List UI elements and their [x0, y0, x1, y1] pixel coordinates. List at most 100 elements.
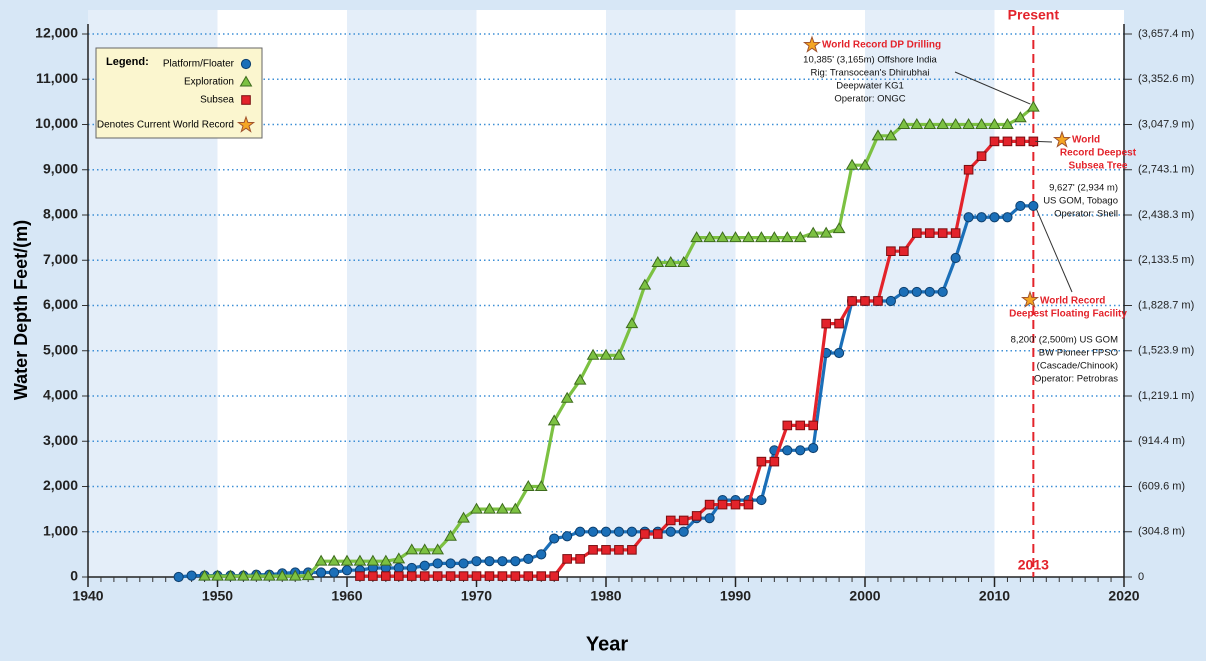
legend-label: Subsea	[200, 95, 234, 106]
marker	[638, 278, 652, 290]
annotation-text: Deepwater KG1	[836, 81, 904, 92]
marker	[510, 556, 521, 567]
marker	[549, 533, 560, 544]
marker	[899, 246, 909, 256]
y2-tick-label: (1,219.1 m)	[1138, 390, 1194, 402]
marker	[924, 228, 935, 238]
marker	[963, 212, 974, 223]
marker	[989, 136, 1000, 147]
marker	[458, 558, 469, 569]
marker	[834, 318, 844, 329]
marker	[962, 118, 975, 129]
y-axis-label: Water Depth Feet/(m)	[11, 220, 31, 400]
marker	[912, 228, 922, 238]
marker	[534, 480, 548, 491]
marker	[432, 558, 443, 569]
marker	[885, 295, 897, 307]
marker	[587, 526, 599, 537]
marker	[884, 129, 898, 141]
record-star	[1020, 290, 1040, 308]
y2-tick-label: (914.4 m)	[1138, 435, 1185, 447]
marker	[340, 554, 354, 566]
marker	[976, 212, 987, 223]
marker	[1002, 212, 1013, 223]
marker	[665, 526, 676, 537]
marker	[806, 226, 820, 238]
marker	[834, 347, 845, 359]
annotation-text: Operator: Petrobras	[1034, 374, 1118, 385]
marker	[755, 231, 768, 243]
marker	[677, 256, 691, 268]
marker	[626, 526, 638, 537]
marker	[769, 456, 780, 467]
marker	[394, 571, 404, 581]
marker	[510, 571, 521, 581]
legend-label: Platform/Floater	[163, 59, 235, 70]
y-tick-label: 5,000	[43, 341, 78, 357]
marker	[536, 571, 547, 581]
record-star	[802, 35, 822, 53]
marker	[470, 502, 483, 514]
marker	[240, 58, 252, 70]
marker	[224, 569, 237, 581]
marker	[703, 231, 716, 243]
marker	[653, 529, 663, 539]
marker	[497, 556, 508, 567]
marker	[976, 151, 987, 161]
annotation-title: World Record DP Drilling	[822, 40, 941, 51]
marker	[586, 348, 600, 360]
y2-tick-label: 0	[1138, 571, 1144, 583]
band	[735, 10, 865, 577]
marker	[756, 456, 767, 467]
x-tick-label: 2000	[849, 588, 880, 604]
marker	[937, 228, 948, 238]
marker	[562, 531, 573, 542]
x-tick-label: 1960	[331, 588, 362, 604]
marker	[898, 286, 909, 298]
marker	[704, 513, 715, 524]
marker	[588, 545, 598, 555]
marker	[508, 502, 522, 514]
marker	[353, 554, 367, 566]
annotation-text: Operator: ONGC	[834, 94, 905, 105]
x-tick-label: 1940	[72, 588, 103, 604]
marker	[497, 571, 508, 581]
marker	[484, 571, 495, 581]
annotation-leader	[1035, 208, 1073, 293]
record-star	[236, 115, 256, 133]
x-tick-label: 2010	[979, 588, 1010, 604]
marker	[327, 554, 341, 566]
marker	[288, 569, 302, 581]
marker	[549, 571, 560, 581]
annotation-text: 10,385' (3,165m) Offshore India	[803, 55, 937, 66]
annotation-text: US GOM, Tobago	[1043, 196, 1118, 207]
legend-title: Legend:	[106, 56, 149, 68]
marker	[431, 543, 445, 555]
annotation-title: World	[1072, 135, 1100, 146]
marker	[341, 565, 353, 576]
marker	[211, 569, 224, 581]
marker	[937, 286, 948, 298]
marker	[523, 553, 534, 565]
y2-tick-label: (2,133.5 m)	[1138, 254, 1194, 266]
marker	[328, 567, 340, 578]
marker	[405, 543, 419, 555]
marker	[379, 554, 393, 566]
marker	[314, 554, 328, 566]
marker	[419, 571, 430, 581]
marker	[1014, 111, 1027, 123]
marker	[847, 296, 857, 306]
marker	[678, 526, 689, 537]
marker	[316, 567, 327, 578]
marker	[392, 552, 406, 564]
y2-tick-label: (609.6 m)	[1138, 480, 1185, 492]
marker	[625, 317, 639, 329]
y-tick-label: 4,000	[43, 387, 78, 403]
marker	[678, 515, 689, 526]
marker	[780, 231, 794, 243]
marker	[419, 560, 430, 571]
marker	[523, 571, 534, 581]
marker	[262, 569, 276, 581]
marker	[536, 549, 547, 560]
